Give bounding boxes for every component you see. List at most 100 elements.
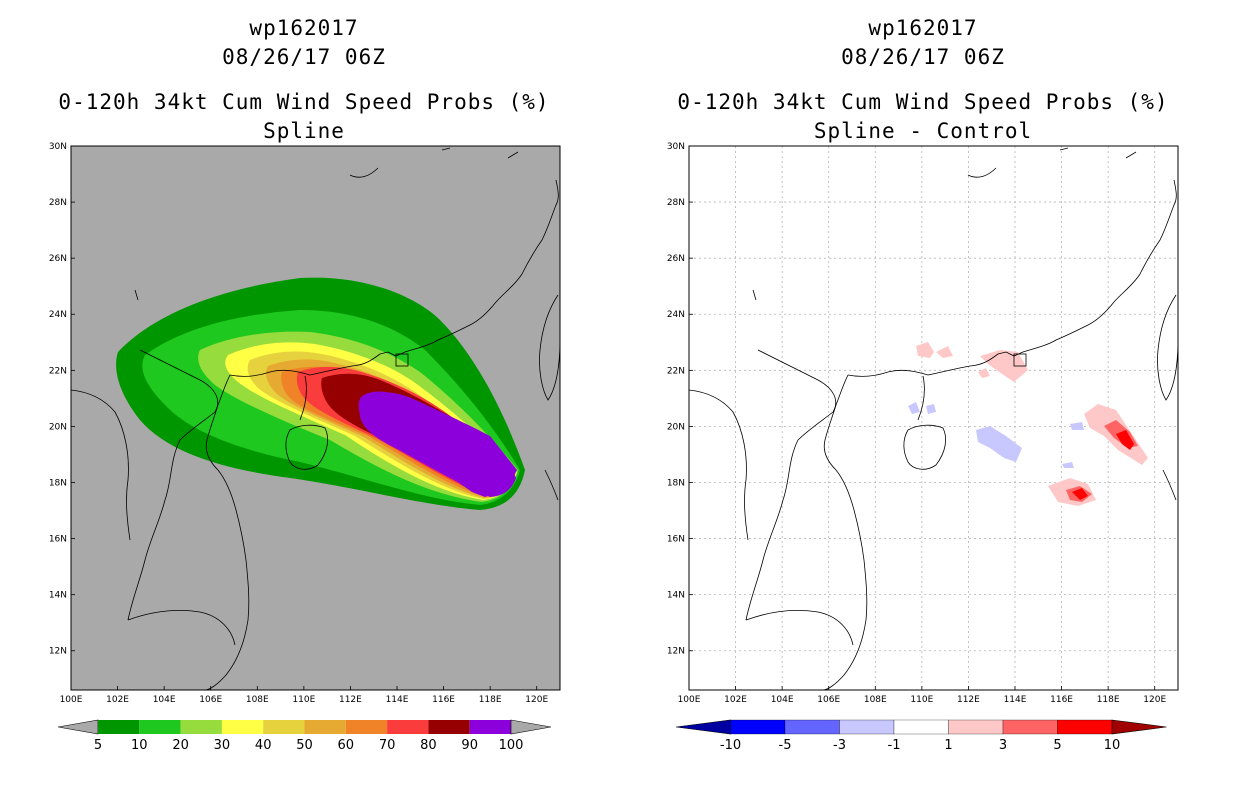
colorbar-label: -1 [888, 738, 901, 753]
lon-tick-label: 116E [432, 695, 455, 705]
pos-area-1 [916, 342, 934, 358]
neg-area-3 [926, 404, 936, 414]
lon-tick-label: 104E [771, 695, 794, 705]
colorbar-label: 50 [296, 738, 313, 753]
lat-tick-label: 16N [667, 535, 685, 545]
north-rivers [752, 147, 1137, 301]
colorbar-segment [469, 720, 511, 734]
colorbar-label: 5 [94, 738, 102, 753]
colorbar-label: 3 [999, 738, 1007, 753]
colorbar-segment [263, 720, 305, 734]
lat-tick-label: 22N [667, 366, 685, 376]
border-laos [745, 349, 837, 621]
vietnam-coast [204, 374, 250, 690]
difference-contours [908, 342, 1148, 506]
colorbar-segment [139, 720, 181, 734]
neg-area-4 [1070, 422, 1084, 430]
colorbar: -10 -5 -3 -1 1 3 5 10 [675, 719, 1167, 753]
hainan-island [285, 424, 329, 470]
lat-ticks: 30N 28N 26N 24N 22N 20N 18N 16N 14N 12N [49, 142, 75, 657]
forecast-datetime: 08/26/17 06Z [841, 45, 1005, 69]
lon-tick-label: 114E [1004, 695, 1027, 705]
coastlines [689, 147, 1178, 690]
lon-ticks: 100E 102E 104E 106E 108E 110E 112E 114E 116E 118E… [60, 686, 548, 705]
lat-tick-label: 20N [667, 422, 685, 432]
lat-tick-label: 26N [49, 254, 67, 264]
colorbar-label: -10 [720, 738, 741, 753]
lon-tick-label: 104E [153, 695, 176, 705]
lon-tick-label: 114E [386, 695, 409, 705]
colorbar-segment [893, 719, 949, 735]
colorbar-high-arrow [1111, 719, 1167, 735]
lat-tick-label: 24N [49, 310, 67, 320]
lon-tick-label: 108E [246, 695, 269, 705]
colorbar-label: 1 [944, 738, 952, 753]
right-panel: wp162017 08/26/17 06Z 0-120h 34kt Cum Wi… [618, 0, 1236, 800]
lat-tick-label: 28N [667, 198, 685, 208]
lat-tick-label: 16N [49, 535, 67, 545]
colorbar-segment [1002, 719, 1058, 735]
product-title: 0-120h 34kt Cum Wind Speed Probs (%) [677, 90, 1169, 114]
pos-area-6 [978, 368, 990, 378]
lon-tick-label: 118E [479, 695, 502, 705]
lon-tick-label: 102E [724, 695, 747, 705]
vietnam-coast [822, 374, 868, 690]
lon-tick-label: 110E [910, 695, 933, 705]
lat-tick-label: 18N [49, 478, 67, 488]
hong-kong-box [1013, 353, 1027, 367]
neg-area-5 [1062, 462, 1074, 468]
colorbar-segment [345, 720, 388, 734]
lon-tick-label: 120E [525, 695, 548, 705]
contour-100 [367, 392, 517, 497]
lat-tick-label: 18N [667, 478, 685, 488]
colorbar-label: 30 [214, 738, 231, 753]
colorbar-label: 60 [338, 738, 355, 753]
pos-area-9 [1116, 430, 1134, 450]
lat-tick-label: 30N [49, 142, 67, 152]
colorbar-segment [1057, 719, 1113, 735]
lon-tick-label: 100E [60, 695, 83, 705]
colorbar: 5 10 20 30 40 50 60 70 80 90 100 [57, 719, 552, 753]
lon-tick-label: 116E [1050, 695, 1073, 705]
hong-kong-box [395, 353, 409, 367]
left-panel: wp162017 08/26/17 06Z 0-120h 34kt Cum Wi… [58, 16, 550, 143]
colorbar-low-arrow [57, 719, 99, 735]
lat-tick-label: 12N [667, 647, 685, 657]
north-rivers [134, 147, 519, 301]
lat-tick-label: 12N [49, 647, 67, 657]
forecast-datetime: 08/26/17 06Z [222, 45, 386, 69]
lon-tick-label: 112E [957, 695, 980, 705]
colorbar-label: 100 [499, 738, 524, 753]
lon-tick-label: 106E [199, 695, 222, 705]
lon-tick-label: 108E [864, 695, 887, 705]
colorbar-label: 5 [1053, 738, 1061, 753]
storm-id: wp162017 [249, 16, 359, 40]
panel-subtitle: Spline [263, 119, 345, 143]
colorbar-label: 70 [379, 738, 396, 753]
taiwan [539, 294, 560, 401]
lat-tick-label: 22N [49, 366, 67, 376]
lat-tick-label: 14N [49, 591, 67, 601]
lat-tick-label: 30N [667, 142, 685, 152]
china-coast [847, 179, 1177, 377]
neg-area-2 [908, 402, 920, 414]
philippines [544, 469, 559, 501]
border-thailand [689, 389, 749, 541]
lon-tick-label: 118E [1097, 695, 1120, 705]
colorbar-label: 80 [420, 738, 437, 753]
colorbar-segment [428, 720, 470, 734]
product-title: 0-120h 34kt Cum Wind Speed Probs (%) [58, 90, 550, 114]
panel-subtitle: Spline - Control [813, 119, 1033, 143]
border-laos [127, 349, 219, 621]
lat-tick-label: 20N [49, 422, 67, 432]
lat-tick-label: 28N [49, 198, 67, 208]
map-frame [70, 145, 561, 691]
lon-tick-label: 106E [817, 695, 840, 705]
pos-area-2 [936, 346, 953, 358]
hainan-island [903, 424, 947, 470]
colorbar-high-arrow [510, 719, 552, 735]
colorbar-segment [221, 720, 264, 734]
leizhou-peninsula [917, 375, 925, 421]
lat-tick-label: 24N [667, 310, 685, 320]
